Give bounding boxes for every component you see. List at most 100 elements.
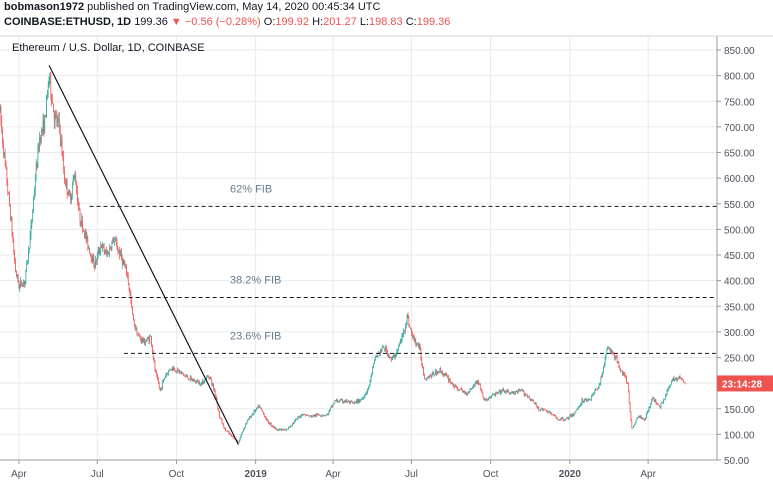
candle-body [491,395,492,398]
candle-body [45,115,46,118]
candle-body [350,401,352,402]
candle-body [651,399,652,404]
candle-body [484,399,485,401]
candle-body [625,375,627,378]
candle-body [164,378,165,380]
candle-body [257,407,258,409]
candle-body [183,373,184,375]
candle-body [409,325,411,328]
candle-body [482,393,484,397]
candle-body [11,218,13,235]
candle-body [120,250,121,257]
candle-body [449,379,451,383]
candle-body [10,205,11,220]
candle-body [488,397,490,399]
x-tick-label: 2019 [245,469,268,480]
candle-body [6,167,8,185]
candle-body [529,398,531,400]
candle-body [480,389,482,391]
candle-body [103,245,105,252]
candle-body [55,113,57,115]
candle-body [599,384,601,386]
candle-body [677,378,678,381]
candle-body [188,378,189,380]
y-tick-label: 150.00 [724,405,755,416]
candle-body [185,375,187,377]
candle-body [654,399,656,402]
candle-body [309,415,311,417]
candle-body [437,372,439,374]
candle-body [672,377,674,380]
candle-body [345,400,347,402]
candle-body [196,380,198,382]
candle-body [308,415,310,417]
candle-body [661,402,663,404]
x-tick-label: Apr [640,469,656,480]
candle-body [266,418,268,420]
candle-body [413,335,415,342]
candle-body [189,376,191,380]
candle-body [351,401,353,403]
candle-body [218,408,219,412]
candle-body [529,396,530,399]
candle-body [52,101,53,104]
candle-body [231,434,232,437]
candle-body [277,430,279,432]
candle-body [300,416,301,418]
candle-body [619,366,621,369]
candle-body [257,405,259,408]
candle-body [365,393,367,395]
candle-body [189,379,190,381]
candle-body [656,402,658,405]
candle-body [369,380,371,385]
candle-body [58,118,59,121]
candle-body [336,400,337,402]
candle-body [251,415,252,418]
candle-body [380,349,381,354]
x-tick-label: Oct [483,469,499,480]
candle-body [430,375,432,378]
candle-body [415,339,417,345]
candle-body [150,336,151,337]
candle-body [356,400,357,402]
candle-body [288,426,289,429]
candle-body [281,429,282,431]
y-tick-label: 300.00 [724,328,755,339]
candle-body [649,406,651,408]
candle-body [638,416,639,418]
candle-body [247,419,249,421]
candle-body [481,390,483,394]
candle-body [662,402,664,404]
candle-body [406,315,408,323]
candle-body [486,399,487,401]
candle-body [465,392,466,395]
author-name[interactable]: bobmason1972 [4,1,85,13]
candle-body [602,372,603,378]
candle-body [100,245,102,252]
candle-body [375,356,377,358]
candle-body [640,416,641,418]
candle-body [403,330,404,335]
candle-body [283,429,285,431]
candle-body [286,428,287,430]
fib-level-label: 23.6% FIB [230,330,281,342]
candle-body [427,376,429,379]
candle-body [558,419,559,421]
candle-body [242,431,244,433]
candle-body [39,137,40,150]
y-tick-label: 250.00 [724,354,755,365]
candle-body [333,403,335,404]
candle-body [477,380,479,383]
candle-body [679,376,681,378]
candle-body [284,429,286,431]
candle-body [512,392,514,394]
candle-body [223,424,225,429]
candle-body [668,387,670,390]
candle-body [314,414,316,417]
candle-body [29,235,31,249]
candle-body [319,415,321,417]
candle-body [209,377,211,379]
candle-body [40,137,41,143]
candle-body [438,371,440,373]
